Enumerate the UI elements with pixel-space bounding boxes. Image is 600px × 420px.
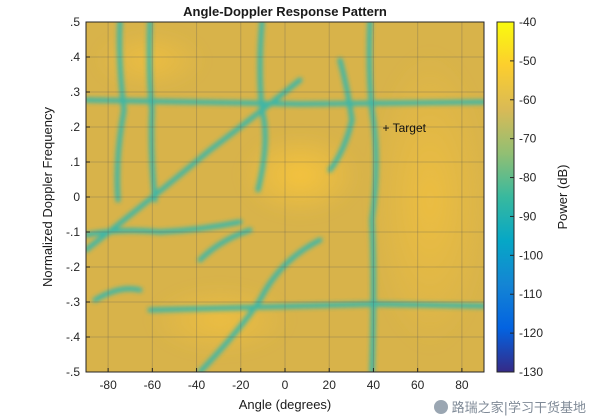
angle-null-ridge-right [366, 22, 379, 372]
watermark: 路瑞之家|学习干货基地 [433, 397, 586, 416]
x-tick-label: -20 [232, 378, 250, 392]
curved-null-ridge-lower [197, 237, 323, 372]
heatmap-plot-area [86, 22, 484, 372]
y-tick-label: .4 [70, 50, 80, 64]
colorbar-tick-label: -60 [519, 93, 537, 107]
lower-response-region [150, 285, 290, 355]
chart-title: Angle-Doppler Response Pattern [183, 4, 387, 19]
doppler-null-ridge-top [86, 97, 484, 107]
x-tick-label: -60 [144, 378, 162, 392]
angle-null-ridge-far-left [114, 22, 127, 203]
y-tick-label: -.5 [66, 365, 80, 379]
colorbar-tick-label: -130 [519, 365, 543, 379]
colorbar-tick-label: -50 [519, 54, 537, 68]
colorbar-tick-label: -40 [519, 15, 537, 29]
colorbar-tick-label: -70 [519, 132, 537, 146]
short-null-ridge-c [92, 286, 143, 303]
short-null-ridge-b [197, 227, 253, 263]
colorbar [496, 21, 515, 373]
y-tick-label: -.3 [66, 295, 80, 309]
x-tick-label: 40 [367, 378, 381, 392]
x-axis: -80 -60 -40 -20 0 20 40 60 80 [99, 368, 469, 392]
angle-null-ridge-left [146, 22, 158, 203]
x-tick-label: 0 [282, 378, 289, 392]
diagonal-null-ridge [86, 77, 303, 253]
x-tick-label: 80 [455, 378, 469, 392]
colorbar-tick-label: -100 [519, 248, 543, 262]
grid-lines [86, 22, 484, 372]
y-tick-label: .2 [70, 120, 80, 134]
short-null-ridge-a [327, 57, 355, 173]
x-tick-label: 20 [323, 378, 337, 392]
target-annotation: + Target [383, 121, 427, 135]
y-tick-label: 0 [73, 190, 80, 204]
central-response-lobe [240, 133, 360, 217]
y-tick-label: -.2 [66, 260, 80, 274]
y-tick-label: .3 [70, 85, 80, 99]
colorbar-label: Power (dB) [555, 164, 570, 229]
annotations: + Target [383, 121, 427, 135]
y-tick-label: .1 [70, 155, 80, 169]
y-tick-label: .5 [70, 15, 80, 29]
colorbar-tick-label: -110 [519, 287, 542, 301]
watermark-text: 路瑞之家|学习干货基地 [451, 401, 586, 416]
y-tick-label: -.4 [66, 330, 80, 344]
x-tick-label: -80 [99, 378, 117, 392]
y-axis-label: Normalized Doppler Frequency [40, 107, 55, 287]
watermark-logo-icon [433, 399, 448, 414]
y-tick-label: -.1 [66, 225, 80, 239]
y-axis: -.5 -.4 -.3 -.2 -.1 0 .1 .2 .3 .4 .5 [66, 15, 90, 379]
x-tick-label: -40 [188, 378, 206, 392]
right-response-region [370, 50, 484, 350]
colorbar-tick-label: -80 [519, 171, 537, 185]
null-ridges [86, 22, 484, 372]
colorbar-tick-label: -90 [519, 209, 537, 223]
x-axis-label: Angle (degrees) [239, 397, 332, 412]
x-tick-label: 60 [411, 378, 425, 392]
colorbar-tick-label: -120 [519, 326, 543, 340]
colorbar-ticks: -130 -120 -110 -100 -90 -80 -70 -60 -50 -40 [510, 15, 543, 379]
doppler-null-ridge-low [147, 301, 484, 313]
